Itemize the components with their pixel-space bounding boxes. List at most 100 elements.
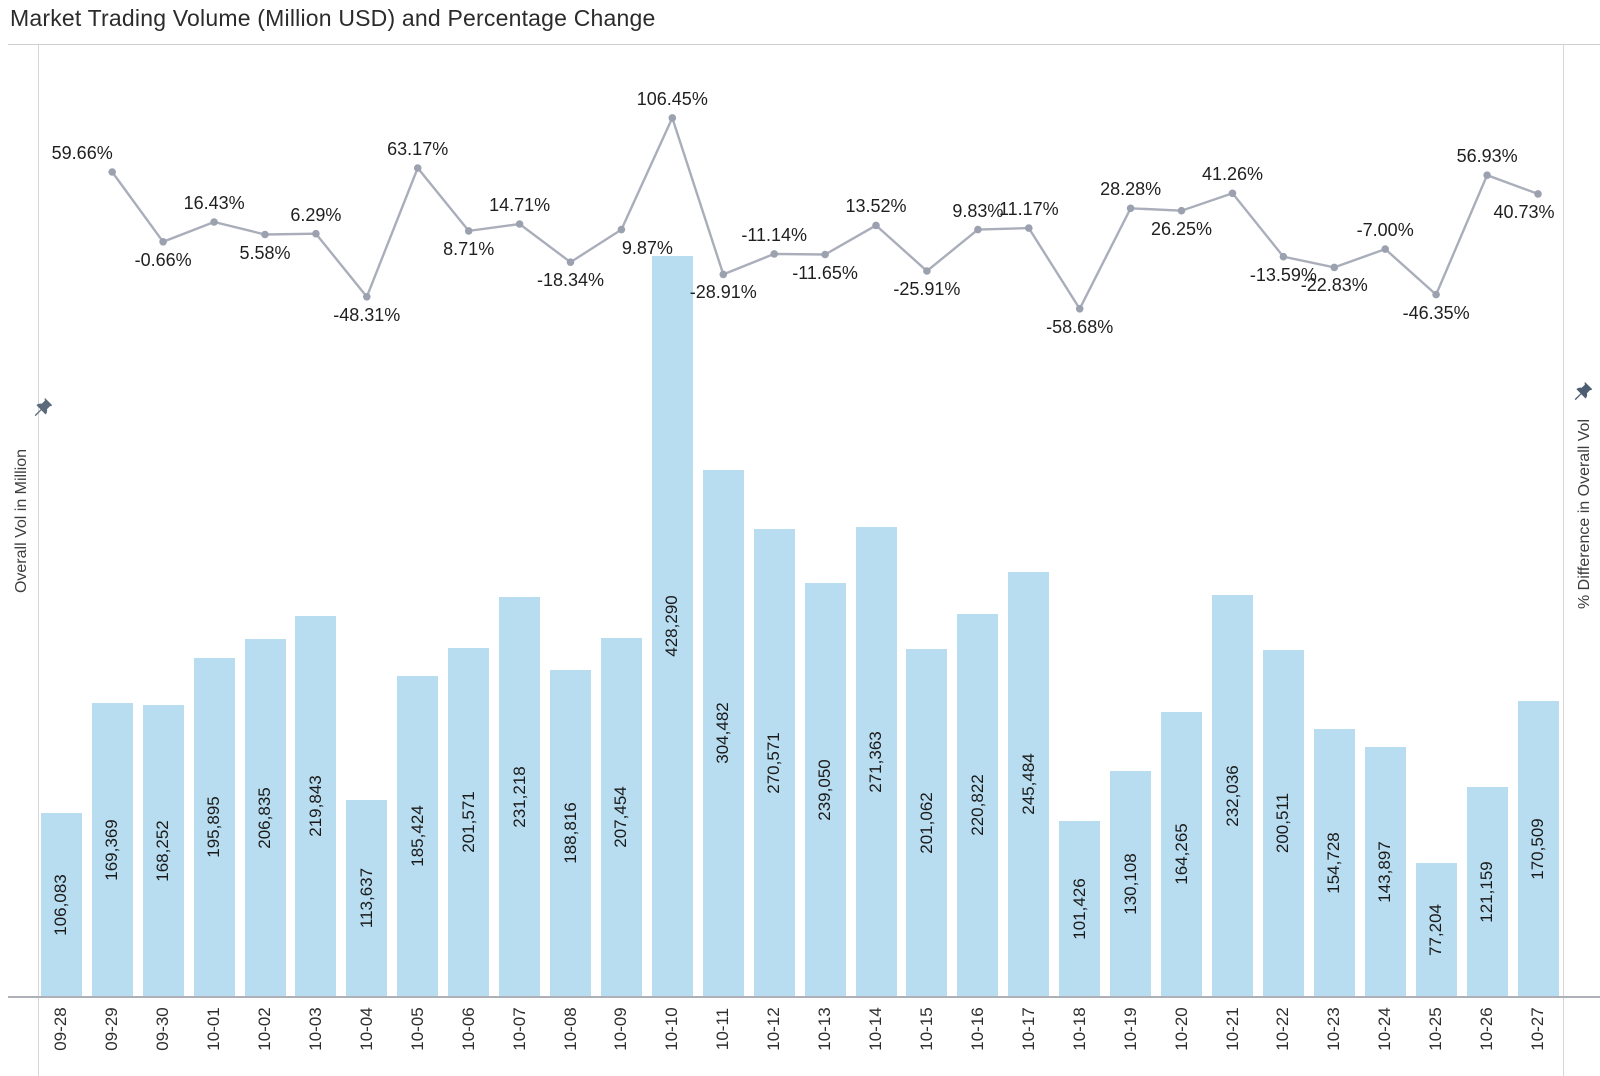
- line-marker[interactable]: [413, 164, 422, 172]
- volume-bar[interactable]: [1364, 747, 1406, 996]
- bar-value-label: 239,050: [815, 758, 835, 821]
- line-marker[interactable]: [312, 229, 320, 238]
- line-marker[interactable]: [668, 114, 677, 122]
- x-tick-label: 10-08: [560, 1007, 580, 1051]
- volume-bar[interactable]: [1110, 771, 1152, 996]
- volume-bar[interactable]: [651, 256, 693, 996]
- line-marker[interactable]: [1279, 252, 1288, 261]
- line-marker[interactable]: [1381, 245, 1389, 253]
- volume-bar[interactable]: [906, 649, 948, 996]
- x-tick-label: 10-05: [407, 1007, 427, 1051]
- volume-bar[interactable]: [142, 705, 184, 996]
- line-marker[interactable]: [1483, 171, 1491, 179]
- pct-change-label: -18.34%: [536, 270, 605, 291]
- volume-bar[interactable]: [753, 529, 795, 996]
- volume-bar[interactable]: [244, 639, 286, 996]
- line-marker[interactable]: [872, 221, 880, 230]
- bar-value-label: 143,897: [1375, 840, 1395, 903]
- pct-change-label: 40.73%: [1493, 201, 1555, 222]
- bar-value-label: 304,482: [713, 702, 733, 764]
- pct-change-label: -58.68%: [1046, 316, 1114, 337]
- x-tick-label: 10-23: [1324, 1007, 1344, 1051]
- volume-bar[interactable]: [1415, 863, 1457, 996]
- line-marker[interactable]: [1126, 204, 1135, 213]
- line-marker[interactable]: [974, 225, 982, 234]
- line-marker[interactable]: [821, 250, 829, 259]
- line-marker[interactable]: [108, 168, 116, 176]
- line-marker[interactable]: [1534, 190, 1542, 198]
- volume-bar[interactable]: [1161, 712, 1202, 996]
- bar-value-label: 121,159: [1477, 860, 1497, 923]
- line-marker[interactable]: [719, 270, 728, 279]
- bar-value-label: 130,108: [1120, 852, 1140, 915]
- line-marker[interactable]: [617, 225, 626, 234]
- x-tick-label: 10-18: [1069, 1007, 1089, 1051]
- line-marker[interactable]: [210, 218, 218, 226]
- volume-bar[interactable]: [193, 658, 235, 996]
- pct-change-label: 59.66%: [51, 143, 113, 163]
- volume-bar[interactable]: [1313, 729, 1355, 996]
- line-marker[interactable]: [159, 238, 167, 246]
- line-marker[interactable]: [464, 227, 473, 235]
- bar-value-label: 113,637: [356, 867, 376, 929]
- line-marker[interactable]: [1330, 263, 1339, 272]
- x-tick-label: 10-04: [356, 1007, 376, 1051]
- pct-change-label: -48.31%: [333, 304, 401, 325]
- line-marker[interactable]: [1025, 224, 1033, 232]
- volume-bar[interactable]: [346, 800, 388, 996]
- pin-icon[interactable]: [1572, 380, 1594, 402]
- pct-change-label: 5.58%: [239, 242, 291, 263]
- volume-bar[interactable]: [1059, 821, 1101, 996]
- volume-bar[interactable]: [499, 597, 541, 996]
- volume-bar[interactable]: [397, 676, 439, 996]
- volume-bar[interactable]: [1262, 650, 1304, 996]
- line-marker[interactable]: [566, 258, 575, 267]
- x-tick-label: 10-07: [509, 1007, 529, 1051]
- plot-left-border: [38, 45, 39, 1076]
- line-marker[interactable]: [363, 293, 371, 301]
- bar-value-label: 188,816: [560, 802, 580, 864]
- line-marker[interactable]: [1432, 290, 1440, 299]
- volume-bar[interactable]: [1008, 572, 1050, 996]
- left-axis-title: Overall Vol in Million: [13, 448, 30, 594]
- bar-value-label: 168,252: [153, 819, 173, 882]
- pct-change-label: 9.83%: [952, 200, 1004, 221]
- volume-bar[interactable]: [91, 703, 133, 996]
- volume-bar[interactable]: [804, 583, 846, 996]
- volume-bar[interactable]: [1212, 595, 1253, 996]
- x-tick-label: 10-27: [1528, 1007, 1547, 1051]
- line-marker[interactable]: [1177, 206, 1186, 215]
- line-marker[interactable]: [1228, 189, 1237, 198]
- bar-value-label: 201,062: [916, 791, 936, 854]
- volume-bar[interactable]: [1466, 787, 1508, 996]
- volume-bar[interactable]: [40, 813, 82, 996]
- x-tick-label: 10-15: [916, 1007, 936, 1051]
- bar-value-label: 219,843: [305, 775, 325, 837]
- volume-bar[interactable]: [600, 638, 642, 996]
- x-tick-label: 09-29: [102, 1007, 122, 1051]
- bar-value-label: 169,369: [102, 818, 122, 881]
- volume-bar[interactable]: [550, 670, 591, 996]
- volume-bar[interactable]: [855, 527, 897, 996]
- line-marker[interactable]: [770, 250, 778, 258]
- line-marker[interactable]: [515, 220, 524, 228]
- pct-change-label: -28.91%: [689, 282, 757, 303]
- line-marker[interactable]: [923, 267, 931, 275]
- volume-bar[interactable]: [448, 648, 490, 996]
- volume-bar[interactable]: [702, 470, 744, 996]
- bar-value-label: 200,511: [1273, 792, 1293, 854]
- pct-change-label: -25.91%: [893, 279, 961, 299]
- x-tick-label: 10-26: [1477, 1007, 1497, 1051]
- line-marker[interactable]: [1075, 305, 1084, 313]
- volume-bar[interactable]: [957, 614, 999, 996]
- pct-change-label: 6.29%: [290, 204, 342, 225]
- plot-right-border: [1563, 45, 1564, 1076]
- x-tick-label: 10-01: [204, 1007, 224, 1051]
- pin-icon[interactable]: [32, 396, 54, 418]
- x-tick-label: 10-21: [1222, 1007, 1242, 1051]
- title-divider: [8, 44, 1600, 45]
- line-marker[interactable]: [261, 230, 269, 239]
- volume-bar[interactable]: [295, 616, 337, 996]
- volume-bar[interactable]: [1517, 701, 1559, 996]
